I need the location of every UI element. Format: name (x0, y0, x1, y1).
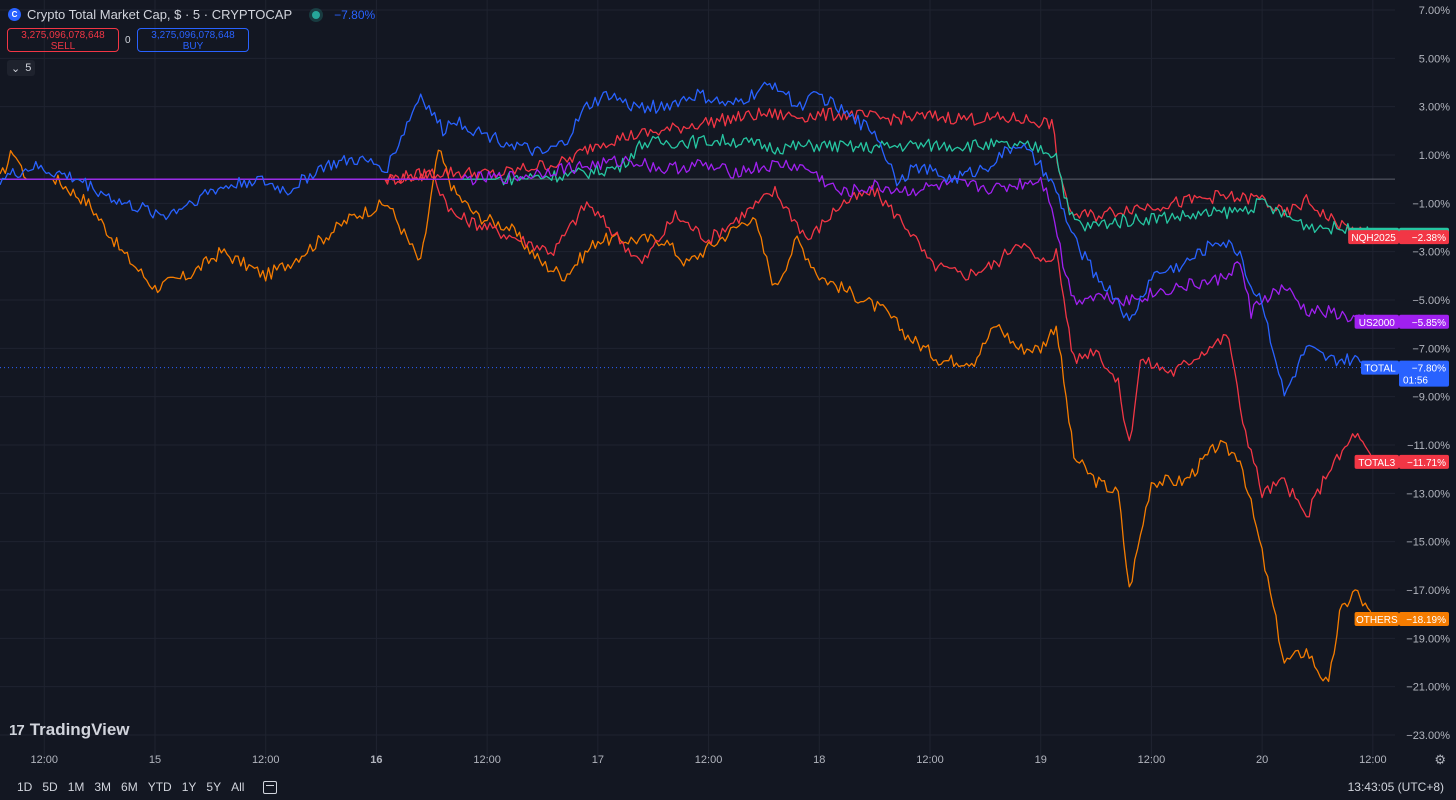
y-tick-label: 7.00% (1419, 5, 1450, 17)
series-name-tag (1354, 612, 1399, 626)
x-tick-label: 20 (1256, 754, 1268, 766)
clock-display[interactable]: 13:43:05 (UTC+8) (1347, 780, 1444, 794)
y-tick-label: −3.00% (1412, 247, 1450, 259)
x-tick-label: 12:00 (31, 754, 59, 766)
x-tick-label: 18 (813, 754, 825, 766)
range-button-3m[interactable]: 3M (94, 780, 112, 794)
series-value-text: −5.85% (1412, 318, 1446, 329)
y-tick-label: −21.00% (1406, 682, 1450, 694)
x-tick-label: 16 (370, 754, 382, 766)
price-tag-others[interactable]: OTHERS −18.19% (1354, 612, 1449, 626)
range-button-1m[interactable]: 1M (67, 780, 85, 794)
series-value-text: −2.38% (1412, 233, 1446, 244)
series-name-tag (1354, 454, 1399, 469)
series-value-text: −18.19% (1406, 615, 1446, 626)
x-tick-label: 17 (592, 754, 604, 766)
series-value-text: −11.71% (1407, 458, 1446, 469)
series-value-tag (1399, 612, 1449, 626)
series-name-text: TOTAL (1364, 364, 1396, 375)
range-button-5y[interactable]: 5Y (206, 780, 222, 794)
y-tick-label: −9.00% (1412, 392, 1450, 404)
spread-value: 0 (125, 35, 131, 46)
price-tag-us2000[interactable]: US2000 −5.85% (1354, 314, 1449, 329)
settings-gear-icon[interactable]: ⚙ (1434, 752, 1446, 767)
sell-label: SELL (50, 41, 76, 52)
range-button-1d[interactable]: 1D (17, 780, 33, 794)
header-change: −7.80% (334, 7, 376, 22)
buy-price: 3,275,096,078,648 (151, 30, 235, 41)
x-tick-label: 12:00 (1359, 754, 1387, 766)
series-value-tag (1399, 230, 1449, 245)
y-tick-label: −13.00% (1406, 488, 1450, 500)
y-tick-label: −17.00% (1406, 585, 1450, 597)
buy-button[interactable]: 3,275,096,078,648 BUY (137, 28, 249, 52)
series-value-tag (1399, 454, 1449, 469)
series-line-esh2025 (0, 133, 1374, 240)
series-line-us2000 (0, 155, 1374, 327)
x-tick-label: 15 (149, 754, 161, 766)
y-tick-label: 5.00% (1419, 53, 1450, 65)
range-button-ytd[interactable]: YTD (147, 780, 172, 794)
x-tick-label: 12:00 (473, 754, 501, 766)
y-tick-label: −7.00% (1412, 343, 1450, 355)
sell-button[interactable]: 3,275,096,078,648 SELL (7, 28, 119, 52)
price-tag-total3[interactable]: TOTAL3 −11.71% (1354, 454, 1449, 469)
bar-countdown-text: 01:56 (1403, 376, 1428, 387)
y-tick-label: −5.00% (1412, 295, 1450, 307)
range-button-all[interactable]: All (231, 780, 245, 794)
indicators-count: 5 (25, 62, 32, 74)
calendar-icon[interactable] (263, 780, 278, 794)
series-value-tag (1399, 360, 1449, 387)
tradingview-mark-icon: 17 (9, 721, 25, 739)
series-line-others (0, 149, 1374, 683)
range-selector: 1D 5D 1M 3M 6M YTD 1Y 5Y All (12, 780, 249, 794)
indicators-toggle[interactable]: ⌄ 5 (7, 60, 36, 76)
y-tick-label: 3.00% (1419, 102, 1450, 114)
price-tag-total[interactable]: TOTAL −7.80%01:56 (1361, 360, 1449, 387)
y-tick-label: −11.00% (1407, 440, 1450, 452)
bottom-toolbar: 1D 5D 1M 3M 6M YTD 1Y 5Y All 13:43:05 (UTC+8) (0, 774, 1456, 800)
x-tick-label: 12:00 (252, 754, 280, 766)
symbol-logo-icon[interactable]: C (8, 8, 21, 21)
y-tick-label: −15.00% (1406, 537, 1450, 549)
series-value-tag (1399, 314, 1449, 329)
symbol-title[interactable]: Crypto Total Market Cap, $ · 5 · CRYPTOC… (27, 7, 293, 22)
series-name-tag (1361, 360, 1399, 375)
range-button-1y[interactable]: 1Y (181, 780, 197, 794)
series-name-tag (1348, 230, 1399, 245)
tradingview-logo[interactable]: 17 TradingView (9, 720, 130, 740)
x-tick-label: 19 (1035, 754, 1047, 766)
y-tick-label: −19.00% (1406, 633, 1450, 645)
series-line-total (0, 81, 1374, 397)
range-button-6m[interactable]: 6M (121, 780, 138, 794)
range-button-5d[interactable]: 5D (42, 780, 58, 794)
series-name-text: US2000 (1359, 318, 1396, 329)
series-value-text: −7.80% (1412, 364, 1446, 375)
buy-label: BUY (182, 41, 204, 52)
chevron-down-icon: ⌄ (11, 62, 21, 75)
x-tick-label: 12:00 (916, 754, 944, 766)
sell-price: 3,275,096,078,648 (21, 30, 105, 41)
y-tick-label: −23.00% (1406, 730, 1450, 742)
series-name-text: TOTAL3 (1358, 458, 1395, 469)
market-status-icon[interactable] (312, 10, 321, 19)
y-tick-label: −1.00% (1412, 198, 1450, 210)
series-name-text: NQH2025 (1351, 233, 1396, 244)
x-tick-label: 12:00 (1138, 754, 1166, 766)
series-name-text: OTHERS (1356, 615, 1398, 626)
tradingview-wordmark: TradingView (29, 720, 130, 739)
y-tick-label: 1.00% (1419, 150, 1450, 162)
price-tag-nqh2025[interactable]: NQH2025 −2.38% (1348, 230, 1449, 245)
series-name-tag (1354, 314, 1399, 329)
chart-header: C Crypto Total Market Cap, $ · 5 · CRYPT… (8, 7, 375, 22)
x-tick-label: 12:00 (695, 754, 723, 766)
